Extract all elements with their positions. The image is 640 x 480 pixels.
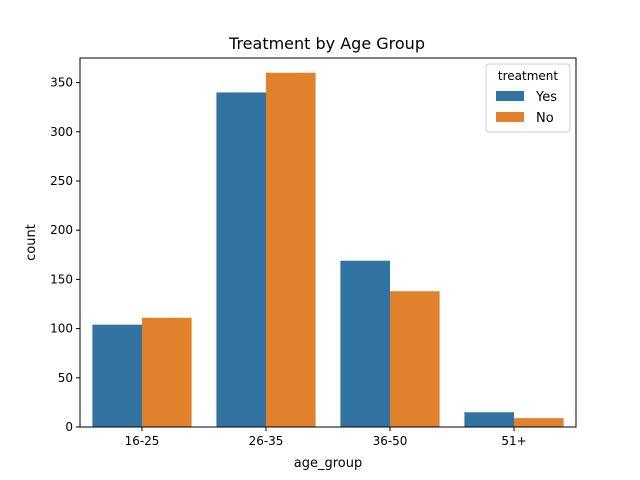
- y-tick-label: 200: [50, 223, 73, 237]
- x-tick-label: 16-25: [125, 434, 160, 448]
- legend-title: treatment: [498, 69, 558, 83]
- legend-label-no: No: [536, 111, 554, 126]
- x-axis-ticks: 16-25 26-35 36-50 51+: [125, 427, 527, 448]
- plot-area: 0 50 100 150 200 250 300 350 16-25 26-35 36-50 51+: [50, 57, 577, 448]
- y-tick-label: 350: [50, 76, 73, 90]
- x-axis-label: age_group: [294, 456, 362, 471]
- legend: treatment Yes No: [485, 63, 571, 133]
- bar-no-36-50: [390, 291, 440, 427]
- y-axis-ticks: 0 50 100 150 200 250 300 350: [50, 76, 80, 434]
- y-tick-label: 100: [50, 322, 73, 336]
- bar-yes-16-25: [92, 324, 142, 427]
- legend-items: Yes No: [496, 90, 557, 126]
- bar-yes-26-35: [216, 92, 266, 427]
- bar-no-51+: [514, 418, 564, 427]
- x-tick-label: 36-50: [373, 434, 408, 448]
- y-tick-label: 250: [50, 174, 73, 188]
- x-tick-label: 51+: [501, 434, 526, 448]
- plot-frame: [79, 57, 577, 428]
- y-axis-label: count: [24, 224, 39, 261]
- legend-swatch-yes: [496, 91, 524, 101]
- y-tick-label: 50: [58, 371, 73, 385]
- bar-yes-36-50: [340, 260, 390, 427]
- x-tick-label: 26-35: [249, 434, 284, 448]
- bar-no-16-25: [142, 317, 192, 427]
- bar-yes-51+: [464, 412, 514, 427]
- y-tick-label: 0: [65, 420, 73, 434]
- bars: [92, 72, 564, 427]
- chart-title: Treatment by Age Group: [228, 34, 425, 53]
- legend-label-yes: Yes: [535, 90, 557, 105]
- y-tick-label: 150: [50, 272, 73, 286]
- bar-no-26-35: [266, 72, 316, 427]
- y-tick-label: 300: [50, 125, 73, 139]
- legend-swatch-no: [496, 112, 524, 122]
